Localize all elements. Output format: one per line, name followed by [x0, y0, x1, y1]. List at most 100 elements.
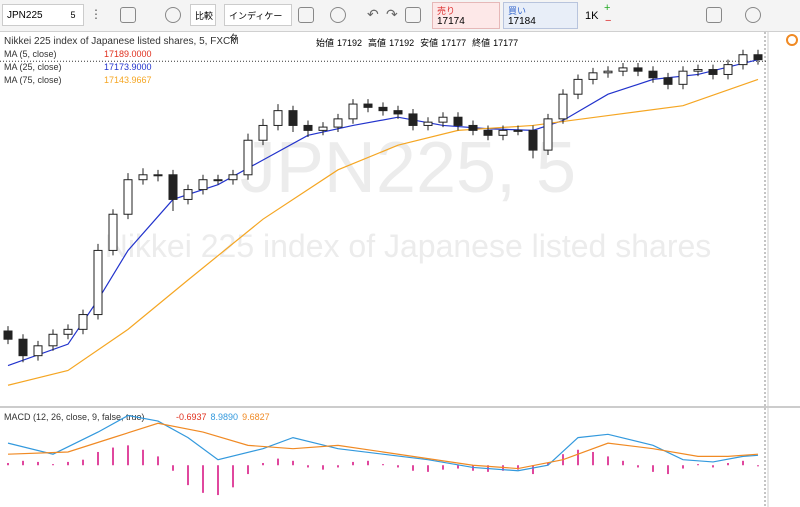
- study-label: MA (25, close): [4, 62, 62, 72]
- candle-body: [78, 314, 88, 330]
- redo-icon[interactable]: ↷: [386, 6, 398, 22]
- sell-label: 売り: [437, 6, 456, 16]
- candle-body: [363, 103, 373, 108]
- macd-line: [7, 422, 759, 470]
- histogram-bar: [622, 460, 624, 466]
- histogram-bar: [442, 465, 444, 470]
- buy-box[interactable]: 買い 17184: [503, 2, 578, 29]
- ohlc-label: 終値: [472, 38, 491, 48]
- candle-body: [543, 118, 553, 151]
- study-value: 17143.9667: [104, 75, 152, 85]
- minus-button[interactable]: −: [605, 15, 612, 27]
- ohlc-value: 17192: [389, 38, 415, 48]
- histogram-bar: [592, 451, 594, 466]
- histogram-bar: [172, 465, 174, 471]
- candle-body: [663, 77, 673, 85]
- candle-body: [648, 70, 658, 79]
- candle-body: [678, 70, 688, 85]
- histogram-bar: [667, 465, 669, 475]
- plus-button[interactable]: +: [604, 2, 611, 14]
- candle-body: [723, 64, 733, 75]
- candle-body: [558, 93, 568, 120]
- candle-body: [198, 179, 208, 191]
- histogram-bar: [322, 465, 324, 470]
- quantity[interactable]: 1K: [585, 10, 599, 22]
- candle-body: [483, 129, 493, 136]
- candle-body: [183, 189, 193, 200]
- histogram-bar: [292, 460, 294, 466]
- candle-body: [573, 78, 583, 95]
- settings-icon[interactable]: [165, 7, 181, 23]
- study-label: MA (5, close): [4, 49, 57, 59]
- candle-body: [378, 106, 388, 112]
- layout-icon[interactable]: [706, 7, 722, 23]
- candle-body: [123, 179, 133, 215]
- candle-body: [3, 330, 13, 340]
- histogram-bar: [37, 461, 39, 466]
- candle-body: [708, 69, 718, 75]
- undo-icon[interactable]: ↶: [367, 6, 379, 22]
- candle-body: [513, 129, 523, 132]
- macd-line: [7, 414, 759, 472]
- histogram-bar: [712, 465, 714, 468]
- sell-box[interactable]: 売り 17174: [432, 2, 500, 29]
- histogram-bar: [457, 465, 459, 469]
- indicators-button[interactable]: インディケータ: [224, 4, 292, 43]
- histogram-bar: [607, 456, 609, 466]
- histogram-bar: [637, 465, 639, 468]
- histogram-bar: [682, 465, 684, 469]
- histogram-bar: [577, 449, 579, 466]
- histogram-bar: [727, 463, 729, 466]
- histogram-bar: [697, 464, 699, 466]
- candle-body: [333, 118, 343, 128]
- compare-button[interactable]: 比較: [190, 4, 216, 26]
- candle-body: [498, 129, 508, 136]
- histogram-bar: [352, 461, 354, 466]
- fullscreen-icon[interactable]: [405, 7, 421, 23]
- histogram-bar: [337, 465, 339, 468]
- candle-body: [438, 116, 448, 123]
- study-label: MA (75, close): [4, 75, 62, 85]
- candle-body: [48, 333, 58, 347]
- candle-body: [693, 69, 703, 72]
- candle-body: [468, 124, 478, 131]
- chart-type-icon[interactable]: [120, 7, 136, 23]
- buy-price: 17184: [508, 16, 536, 27]
- cloud-icon[interactable]: [745, 7, 761, 23]
- candle-body: [153, 174, 163, 177]
- histogram-bar: [742, 460, 744, 466]
- histogram-bar: [7, 463, 9, 466]
- candle-body: [33, 345, 43, 357]
- candle-body: [138, 174, 148, 181]
- histogram-bar: [52, 464, 54, 466]
- macd-legend: MACD (12, 26, close, 9, false, true): [4, 412, 145, 422]
- candle-body: [408, 113, 418, 126]
- macd-value: 8.9890: [210, 412, 239, 422]
- interval[interactable]: 5: [70, 10, 76, 20]
- histogram-bar: [412, 465, 414, 471]
- histogram-bar: [757, 465, 759, 467]
- idea-icon[interactable]: [330, 7, 346, 23]
- histogram-bar: [427, 465, 429, 472]
- histogram-bar: [187, 465, 189, 486]
- histogram-bar: [22, 460, 24, 466]
- histogram-bar: [202, 465, 204, 493]
- candle-body: [348, 103, 358, 120]
- candle-body: [318, 126, 328, 131]
- histogram-bar: [367, 460, 369, 466]
- menu-icon[interactable]: ⋮: [90, 7, 102, 21]
- legend-title: Nikkei 225 index of Japanese listed shar…: [4, 36, 239, 47]
- histogram-bar: [127, 445, 129, 466]
- candle-body: [93, 249, 103, 316]
- symbol-input[interactable]: JPN225: [2, 4, 84, 26]
- candle-body: [603, 70, 613, 74]
- histogram-bar: [112, 447, 114, 466]
- watermark-big: JPN225, 5: [240, 128, 576, 208]
- histogram-bar: [547, 463, 549, 466]
- ohlc-label: 安値: [420, 38, 439, 48]
- histogram-bar: [532, 465, 534, 475]
- candle-body: [753, 54, 763, 61]
- candle-body: [108, 213, 118, 251]
- alert-icon[interactable]: [298, 7, 314, 23]
- candle-body: [273, 110, 283, 126]
